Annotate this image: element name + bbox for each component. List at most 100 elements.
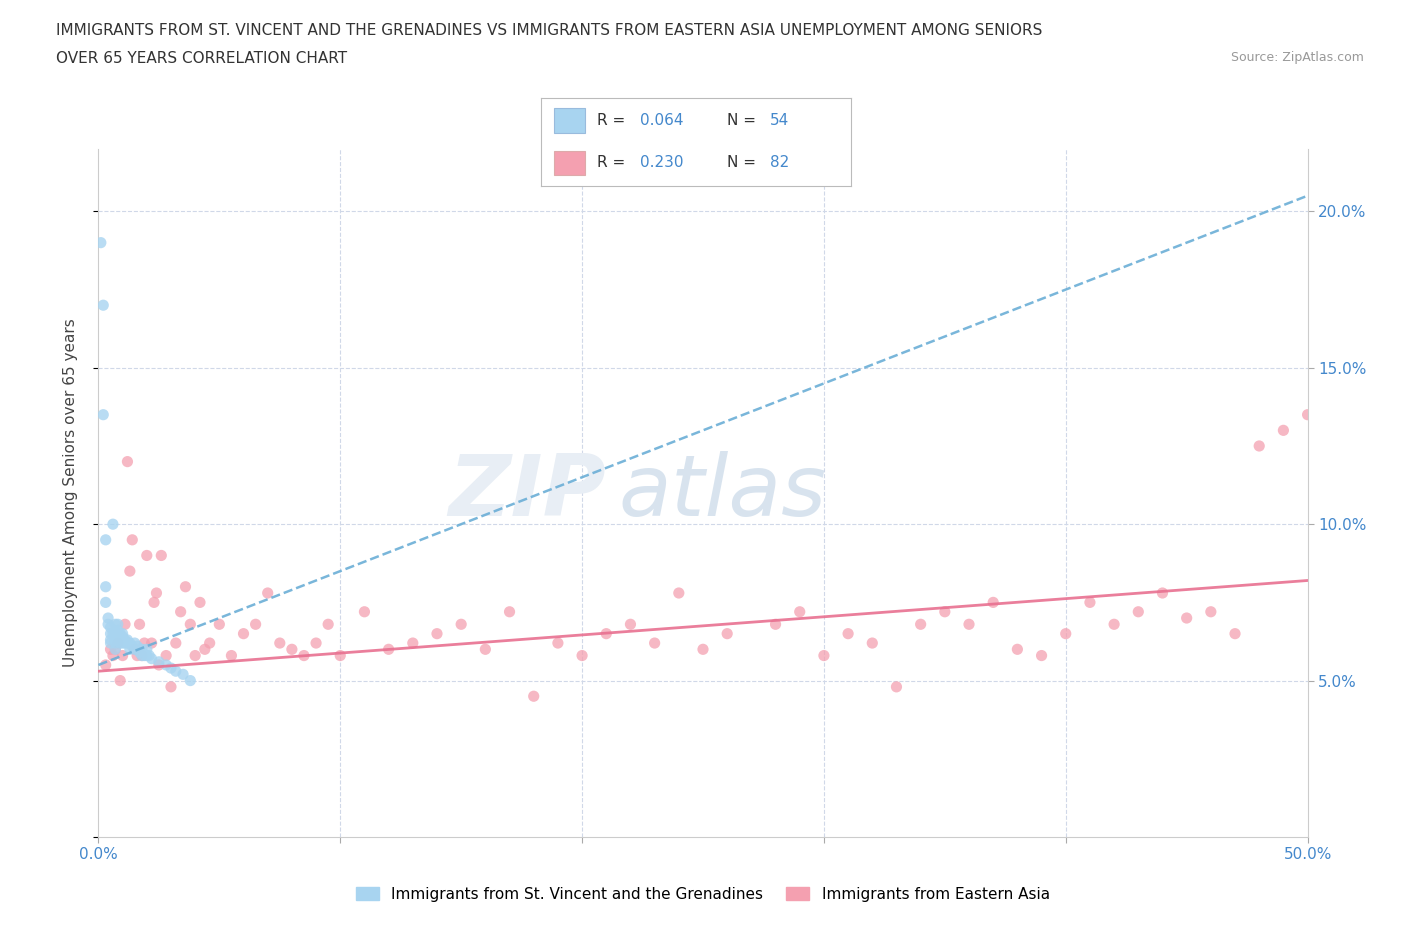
Point — [245, 617, 267, 631]
Point — [813, 648, 835, 663]
Point — [305, 635, 328, 650]
Point — [198, 635, 221, 650]
Point — [134, 635, 156, 650]
Point — [292, 648, 315, 663]
Point — [127, 639, 149, 654]
Point — [107, 632, 129, 647]
Point — [91, 298, 114, 312]
Point — [111, 635, 134, 650]
Point — [1031, 648, 1053, 663]
Point — [160, 660, 183, 675]
Point — [91, 407, 114, 422]
Point — [547, 635, 569, 650]
Point — [1296, 407, 1319, 422]
Point — [114, 617, 136, 631]
Point — [124, 642, 146, 657]
Point — [118, 635, 141, 650]
Point — [121, 532, 143, 547]
Point — [100, 632, 122, 647]
Point — [179, 673, 201, 688]
Point — [107, 617, 129, 631]
Text: ZIP: ZIP — [449, 451, 606, 535]
Point — [281, 642, 304, 657]
Y-axis label: Unemployment Among Seniors over 65 years: Unemployment Among Seniors over 65 years — [63, 319, 77, 668]
Point — [134, 648, 156, 663]
Point — [886, 680, 908, 695]
Text: 82: 82 — [770, 155, 789, 170]
Point — [595, 626, 617, 641]
Point — [692, 642, 714, 657]
Text: 0.064: 0.064 — [640, 113, 683, 127]
Point — [94, 595, 117, 610]
Point — [131, 642, 153, 657]
Point — [169, 604, 191, 619]
Point — [329, 648, 352, 663]
Point — [104, 626, 127, 641]
Point — [101, 626, 124, 641]
Point — [131, 648, 153, 663]
Point — [111, 648, 134, 663]
Point — [107, 635, 129, 650]
Point — [619, 617, 641, 631]
Point — [353, 604, 375, 619]
Point — [135, 642, 157, 657]
Point — [426, 626, 449, 641]
Point — [108, 630, 131, 644]
Point — [128, 642, 150, 657]
Point — [128, 617, 150, 631]
Point — [94, 532, 117, 547]
Point — [668, 586, 690, 601]
Point — [644, 635, 666, 650]
Point — [155, 658, 177, 672]
Point — [135, 648, 157, 663]
Point — [114, 632, 136, 647]
Point — [232, 626, 254, 641]
Point — [910, 617, 932, 631]
Point — [104, 617, 127, 631]
Point — [100, 642, 122, 657]
Point — [860, 635, 883, 650]
Point — [104, 635, 127, 650]
Point — [221, 648, 243, 663]
Point — [124, 642, 146, 657]
Point — [111, 626, 134, 641]
Point — [934, 604, 956, 619]
Point — [1102, 617, 1125, 631]
Point — [789, 604, 811, 619]
Text: 54: 54 — [770, 113, 789, 127]
Text: atlas: atlas — [619, 451, 827, 535]
Point — [138, 648, 160, 663]
Point — [1128, 604, 1150, 619]
Point — [148, 655, 170, 670]
Point — [141, 635, 163, 650]
Point — [1152, 586, 1174, 601]
Point — [121, 639, 143, 654]
Point — [1272, 423, 1295, 438]
Point — [837, 626, 859, 641]
Point — [108, 673, 131, 688]
Point — [1249, 439, 1271, 454]
Point — [256, 586, 278, 601]
Text: R =: R = — [598, 113, 630, 127]
Point — [1223, 626, 1246, 641]
Point — [188, 595, 211, 610]
Point — [128, 645, 150, 660]
Text: IMMIGRANTS FROM ST. VINCENT AND THE GRENADINES VS IMMIGRANTS FROM EASTERN ASIA U: IMMIGRANTS FROM ST. VINCENT AND THE GREN… — [56, 23, 1043, 38]
Point — [100, 635, 122, 650]
Point — [141, 651, 163, 666]
Point — [172, 667, 194, 682]
Text: N =: N = — [727, 113, 761, 127]
Point — [117, 632, 139, 647]
Point — [184, 648, 207, 663]
Point — [1078, 595, 1101, 610]
Text: 0.230: 0.230 — [640, 155, 683, 170]
Point — [107, 623, 129, 638]
Point — [523, 689, 546, 704]
Point — [111, 630, 134, 644]
Point — [474, 642, 496, 657]
Point — [97, 617, 120, 631]
Point — [124, 635, 146, 650]
Point — [1199, 604, 1222, 619]
Point — [117, 454, 139, 469]
Point — [108, 635, 131, 650]
